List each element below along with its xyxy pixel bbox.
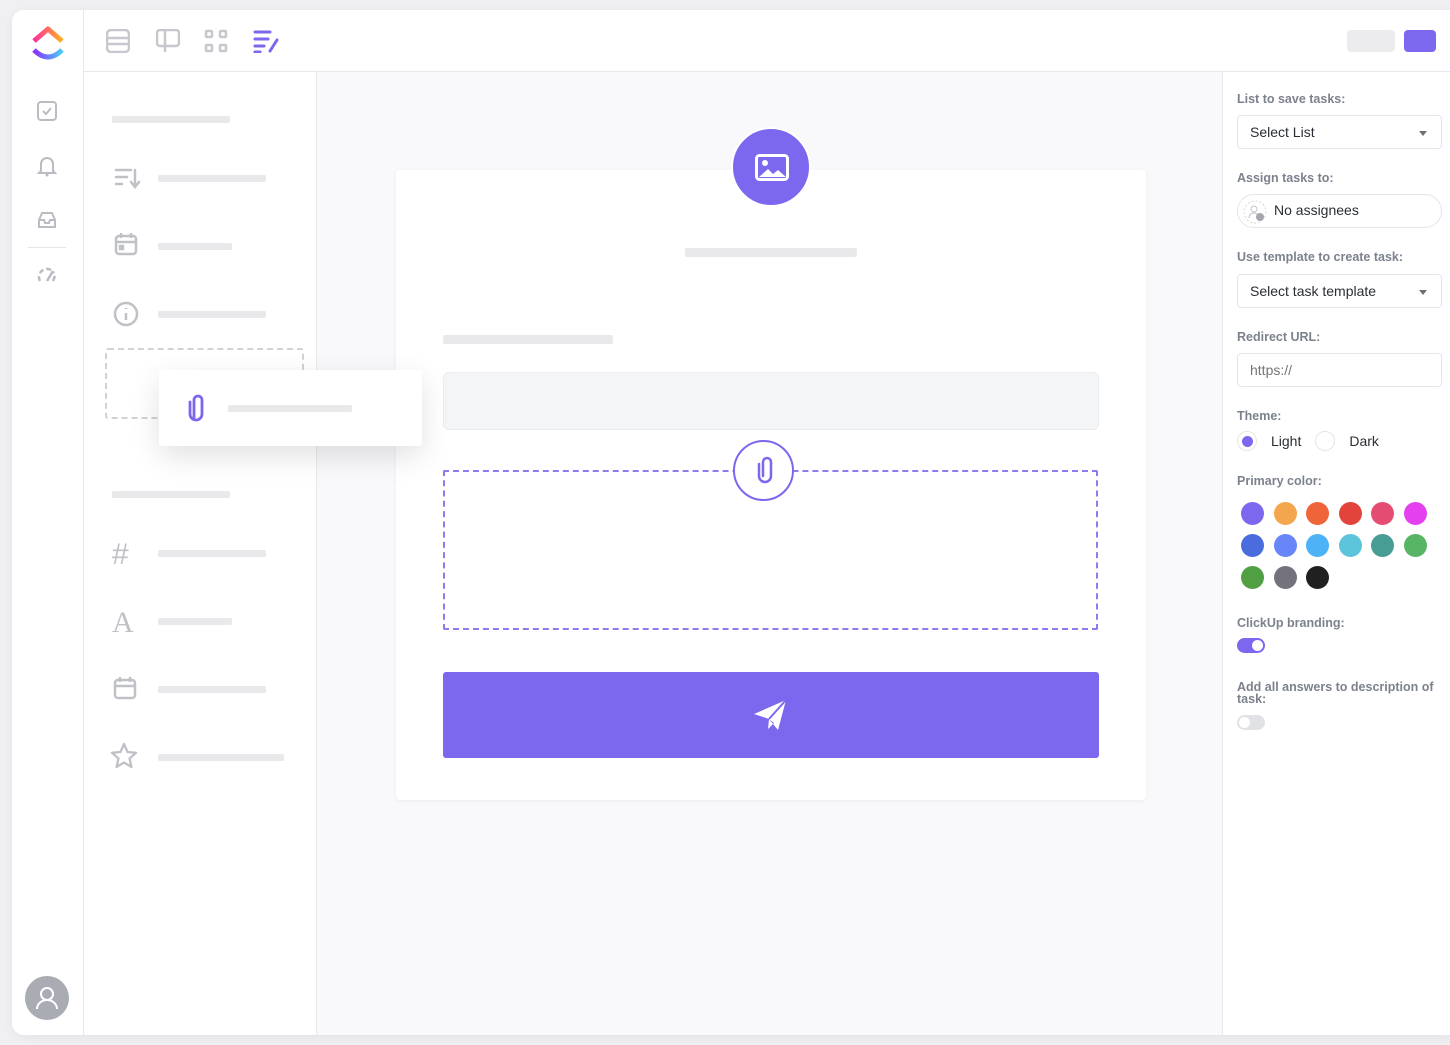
redirect-label: Redirect URL: bbox=[1237, 330, 1321, 344]
field-item-placeholder[interactable] bbox=[158, 754, 284, 761]
form-view-icon[interactable] bbox=[253, 29, 281, 53]
tasks-check-icon[interactable] bbox=[37, 101, 57, 121]
rail-divider bbox=[28, 247, 66, 248]
color-swatch[interactable] bbox=[1306, 502, 1329, 525]
grid-view-icon[interactable] bbox=[204, 29, 228, 53]
question-label-placeholder bbox=[443, 335, 613, 344]
list-label: List to save tasks: bbox=[1237, 92, 1346, 106]
color-swatch[interactable] bbox=[1371, 534, 1394, 557]
list-select-value: Select List bbox=[1250, 124, 1315, 140]
calendar-icon bbox=[114, 232, 138, 256]
date-icon bbox=[113, 676, 137, 700]
add-assignee-icon bbox=[1243, 200, 1267, 224]
form-title-placeholder bbox=[685, 248, 857, 257]
form-canvas bbox=[317, 72, 1222, 1035]
fields-sidebar: # A bbox=[84, 72, 317, 1035]
template-select[interactable]: Select task template bbox=[1237, 274, 1442, 308]
color-swatch[interactable] bbox=[1273, 502, 1297, 525]
image-icon bbox=[755, 154, 789, 181]
left-rail bbox=[12, 10, 84, 1035]
color-swatch[interactable] bbox=[1241, 502, 1264, 525]
form-cover-image-button[interactable] bbox=[731, 127, 811, 207]
field-item-placeholder[interactable] bbox=[158, 175, 266, 182]
send-icon bbox=[754, 699, 787, 730]
section-heading-placeholder bbox=[112, 116, 230, 123]
answer-input[interactable] bbox=[443, 372, 1099, 430]
attachment-icon-circle bbox=[733, 440, 794, 501]
user-avatar[interactable] bbox=[25, 976, 69, 1020]
template-select-value: Select task template bbox=[1250, 283, 1377, 299]
form-card bbox=[396, 170, 1146, 800]
theme-light-radio[interactable] bbox=[1237, 431, 1257, 451]
color-swatch[interactable] bbox=[1371, 502, 1394, 525]
dropdown-caret-icon bbox=[1419, 131, 1427, 136]
field-item-placeholder bbox=[228, 405, 352, 412]
redirect-url-input[interactable] bbox=[1237, 353, 1442, 387]
color-swatch[interactable] bbox=[1306, 534, 1329, 557]
dropdown-caret-icon bbox=[1419, 290, 1427, 295]
secondary-button[interactable] bbox=[1347, 30, 1395, 52]
field-item-placeholder[interactable] bbox=[158, 311, 266, 318]
color-swatch[interactable] bbox=[1273, 566, 1297, 589]
field-item-placeholder[interactable] bbox=[158, 686, 266, 693]
color-swatch[interactable] bbox=[1403, 502, 1427, 525]
branding-label: ClickUp branding: bbox=[1237, 616, 1345, 630]
color-swatch[interactable] bbox=[1338, 534, 1362, 557]
theme-dark-radio[interactable] bbox=[1315, 431, 1336, 451]
settings-panel: List to save tasks: Select List Assign t… bbox=[1222, 72, 1450, 1035]
theme-label: Theme: bbox=[1237, 409, 1282, 423]
field-item-placeholder[interactable] bbox=[158, 243, 232, 250]
color-swatch[interactable] bbox=[1241, 534, 1264, 557]
sort-icon bbox=[114, 167, 142, 189]
star-icon bbox=[110, 742, 138, 770]
dashboard-gauge-icon[interactable] bbox=[37, 267, 59, 283]
color-swatches bbox=[1241, 502, 1441, 589]
color-swatch[interactable] bbox=[1273, 534, 1297, 557]
list-select[interactable]: Select List bbox=[1237, 115, 1442, 149]
bell-icon[interactable] bbox=[37, 155, 57, 177]
color-swatch[interactable] bbox=[1403, 534, 1427, 557]
assignee-value: No assignees bbox=[1274, 202, 1359, 218]
top-toolbar bbox=[84, 10, 1450, 72]
hash-icon: # bbox=[112, 538, 129, 571]
color-swatch[interactable] bbox=[1306, 566, 1329, 589]
branding-toggle[interactable] bbox=[1237, 638, 1265, 653]
dragged-attachment-field[interactable] bbox=[159, 370, 422, 446]
list-view-icon[interactable] bbox=[106, 29, 130, 53]
section-heading-placeholder bbox=[112, 491, 230, 498]
color-swatch[interactable] bbox=[1338, 502, 1362, 525]
assign-label: Assign tasks to: bbox=[1237, 171, 1334, 185]
submit-button[interactable] bbox=[443, 672, 1099, 758]
app-window: # A List to save tasks: Select List Assi… bbox=[12, 10, 1450, 1035]
theme-light-label[interactable]: Light bbox=[1271, 433, 1302, 449]
info-icon bbox=[113, 301, 139, 327]
template-label: Use template to create task: bbox=[1237, 250, 1404, 264]
primary-color-label: Primary color: bbox=[1237, 474, 1322, 488]
answers-label: Add all answers to description of task: bbox=[1237, 680, 1434, 706]
theme-radio-group: Light Dark bbox=[1237, 431, 1379, 451]
theme-dark-label[interactable]: Dark bbox=[1349, 433, 1379, 449]
inbox-icon[interactable] bbox=[37, 210, 57, 230]
field-item-placeholder[interactable] bbox=[158, 550, 266, 557]
text-icon: A bbox=[112, 606, 134, 639]
answers-toggle[interactable] bbox=[1237, 715, 1265, 730]
clickup-logo bbox=[30, 24, 66, 62]
assignee-picker[interactable]: No assignees bbox=[1237, 194, 1442, 228]
field-item-placeholder[interactable] bbox=[158, 618, 232, 625]
color-swatch[interactable] bbox=[1241, 566, 1264, 589]
paperclip-icon bbox=[188, 394, 204, 422]
primary-button[interactable] bbox=[1404, 30, 1436, 52]
board-view-icon[interactable] bbox=[156, 29, 180, 53]
